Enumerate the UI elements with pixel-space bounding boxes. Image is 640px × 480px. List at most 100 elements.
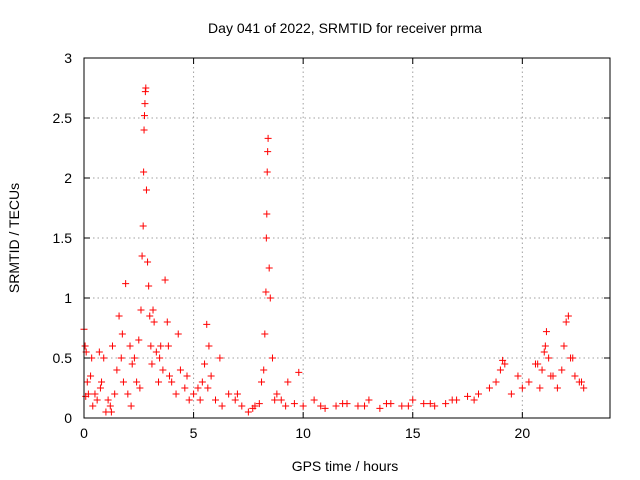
data-point: [553, 384, 561, 392]
data-point: [233, 390, 241, 398]
x-tick-label: 20: [515, 425, 531, 441]
data-point: [147, 342, 155, 350]
data-point: [255, 400, 263, 408]
data-point: [261, 330, 269, 338]
x-tick-label: 15: [405, 425, 421, 441]
data-point: [124, 390, 132, 398]
data-point: [89, 402, 97, 410]
data-point: [404, 402, 412, 410]
data-point: [216, 354, 224, 362]
data-point: [282, 402, 290, 410]
data-point: [183, 372, 191, 380]
data-point: [560, 342, 568, 350]
x-tick-label: 0: [80, 425, 88, 441]
data-point: [225, 390, 233, 398]
data-point: [115, 312, 123, 320]
data-point: [571, 372, 579, 380]
data-point: [117, 354, 125, 362]
data-point: [541, 342, 549, 350]
data-points: [80, 84, 588, 416]
data-point: [111, 390, 119, 398]
y-tick-label: 0.5: [53, 350, 73, 366]
tick-labels: 0 5 10 15 20 0 0.5 1 1.5 2 2.5 3: [53, 50, 531, 441]
data-point: [536, 384, 544, 392]
data-point: [547, 372, 555, 380]
data-point: [258, 378, 266, 386]
data-point: [127, 402, 135, 410]
data-point: [361, 402, 369, 410]
data-point: [265, 264, 273, 272]
data-point: [128, 360, 136, 368]
data-point: [150, 318, 158, 326]
data-point: [262, 234, 270, 242]
data-point: [409, 396, 417, 404]
data-point: [144, 258, 152, 266]
y-tick-label: 2.5: [53, 110, 73, 126]
y-tick-label: 0: [64, 410, 72, 426]
data-point: [164, 342, 172, 350]
data-point: [118, 330, 126, 338]
data-point: [284, 378, 292, 386]
data-point: [266, 294, 274, 302]
data-point: [295, 368, 303, 376]
data-point: [106, 402, 114, 410]
data-point: [238, 402, 246, 410]
data-point: [244, 408, 252, 416]
data-point: [81, 342, 89, 350]
data-point: [133, 378, 141, 386]
data-point: [122, 280, 130, 288]
data-point: [507, 390, 515, 398]
data-point: [83, 378, 91, 386]
data-point: [207, 372, 215, 380]
data-point: [310, 396, 318, 404]
data-point: [542, 328, 550, 336]
axis-ticks: [83, 57, 610, 419]
data-point: [273, 390, 281, 398]
data-point: [100, 354, 108, 362]
data-point: [152, 348, 160, 356]
data-point: [204, 384, 212, 392]
data-point: [562, 318, 570, 326]
data-point: [277, 396, 285, 404]
chart-title: Day 041 of 2022, SRMTID for receiver prm…: [208, 20, 482, 36]
data-point: [514, 372, 522, 380]
data-point: [148, 360, 156, 368]
data-point: [578, 378, 586, 386]
data-point: [87, 372, 95, 380]
data-point: [299, 402, 307, 410]
data-point: [231, 396, 239, 404]
data-point: [262, 288, 270, 296]
data-point: [163, 318, 171, 326]
data-point: [485, 384, 493, 392]
data-point: [203, 320, 211, 328]
data-point: [156, 354, 164, 362]
data-point: [141, 100, 149, 108]
data-point: [365, 396, 373, 404]
data-point: [448, 396, 456, 404]
data-point: [268, 354, 276, 362]
data-point: [212, 396, 219, 404]
data-point: [159, 366, 167, 374]
data-point: [142, 84, 150, 92]
data-point: [569, 354, 577, 362]
y-tick-label: 1: [64, 290, 72, 306]
data-point: [501, 360, 509, 368]
data-point: [174, 330, 182, 338]
data-point: [91, 390, 99, 398]
data-point: [145, 282, 153, 290]
data-point: [260, 366, 268, 374]
data-point: [135, 336, 143, 344]
data-point: [271, 396, 279, 404]
data-point: [196, 396, 204, 404]
data-point: [138, 252, 146, 260]
data-point: [540, 348, 548, 356]
data-point: [157, 342, 165, 350]
data-point: [499, 356, 507, 364]
data-point: [398, 402, 406, 410]
data-point: [82, 392, 90, 400]
data-point: [339, 400, 347, 408]
data-point: [194, 384, 202, 392]
y-tick-label: 3: [64, 50, 72, 66]
data-point: [172, 390, 180, 398]
